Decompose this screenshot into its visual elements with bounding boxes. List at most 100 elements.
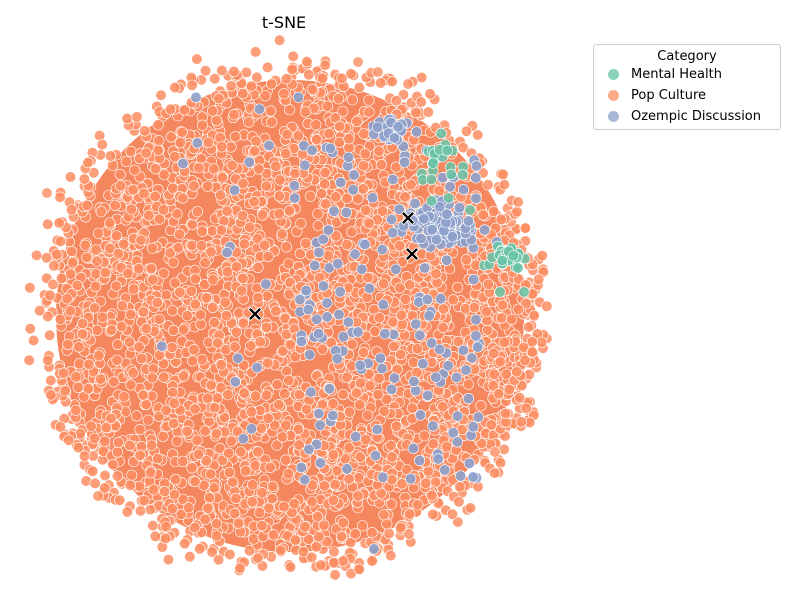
pop-culture-point xyxy=(452,281,464,294)
pop-culture-point xyxy=(311,133,323,146)
pop-culture-point xyxy=(76,328,89,340)
pop-culture-point xyxy=(118,391,130,403)
pop-culture-point xyxy=(189,521,201,534)
mental-health-point xyxy=(427,157,439,169)
pop-culture-point xyxy=(194,309,206,321)
pop-culture-point xyxy=(353,563,365,575)
pop-culture-point xyxy=(514,392,526,404)
pop-culture-point xyxy=(138,495,150,507)
pop-culture-point xyxy=(127,367,139,379)
pop-culture-point xyxy=(462,378,475,390)
pop-culture-point xyxy=(358,128,370,140)
pop-culture-point xyxy=(178,104,190,116)
pop-culture-point xyxy=(199,425,211,437)
pop-culture-point xyxy=(277,345,289,357)
pop-culture-point xyxy=(503,383,515,396)
pop-culture-point xyxy=(477,209,489,221)
pop-culture-point xyxy=(278,501,290,513)
pop-culture-point xyxy=(142,414,154,426)
pop-culture-point xyxy=(251,233,264,245)
pop-culture-point xyxy=(390,94,403,107)
ozempic-point xyxy=(302,304,314,316)
pop-culture-point xyxy=(228,65,240,78)
ozempic-point xyxy=(317,233,329,245)
pop-culture-point xyxy=(355,377,367,389)
pop-culture-point xyxy=(238,387,250,399)
pop-culture-point xyxy=(319,167,331,179)
pop-culture-point xyxy=(293,439,305,451)
pop-culture-point xyxy=(536,250,548,262)
pop-culture-point xyxy=(219,296,231,308)
pop-culture-point xyxy=(137,389,149,401)
centroid-x-marker xyxy=(247,306,263,322)
pop-culture-point xyxy=(185,285,197,297)
pop-culture-point xyxy=(149,190,161,202)
pop-culture-point xyxy=(430,268,442,280)
pop-culture-point xyxy=(523,321,535,333)
pop-culture-point xyxy=(337,105,349,117)
ozempic-point xyxy=(414,409,427,421)
pop-culture-point xyxy=(378,509,390,521)
pop-culture-point xyxy=(263,502,275,514)
pop-culture-point xyxy=(300,237,312,249)
pop-culture-point xyxy=(327,398,339,410)
pop-culture-point xyxy=(332,93,345,105)
pop-culture-point xyxy=(65,268,77,280)
pop-culture-point xyxy=(81,199,93,211)
pop-culture-point xyxy=(189,403,201,415)
pop-culture-point xyxy=(511,206,523,218)
ozempic-point xyxy=(470,330,482,342)
pop-culture-point xyxy=(247,479,259,491)
ozempic-point xyxy=(421,293,434,306)
ozempic-point xyxy=(407,442,420,455)
pop-culture-point xyxy=(335,530,348,543)
pop-culture-point xyxy=(280,73,293,85)
pop-culture-point xyxy=(410,106,422,119)
pop-culture-point xyxy=(256,519,268,532)
pop-culture-point xyxy=(288,498,300,510)
pop-culture-point xyxy=(271,379,283,391)
pop-culture-point xyxy=(128,283,140,295)
scatter-points xyxy=(23,34,553,581)
ozempic-point xyxy=(229,184,241,196)
pop-culture-point xyxy=(390,161,402,173)
pop-culture-point xyxy=(27,334,40,347)
mental-health-point xyxy=(496,254,508,267)
ozempic-point xyxy=(260,278,272,290)
pop-culture-point xyxy=(124,336,136,348)
pop-culture-point xyxy=(149,530,161,542)
legend-label: Ozempic Discussion xyxy=(631,109,761,124)
ozempic-point xyxy=(446,231,459,243)
pop-culture-point xyxy=(206,546,218,558)
pop-culture-point xyxy=(252,446,264,458)
mental-health-point xyxy=(425,173,437,186)
pop-culture-point xyxy=(245,80,257,92)
ozempic-point xyxy=(451,436,464,448)
ozempic-point xyxy=(305,386,317,398)
ozempic-point xyxy=(419,262,431,274)
pop-culture-point xyxy=(135,234,147,246)
pop-culture-point xyxy=(313,531,325,543)
pop-culture-point xyxy=(485,419,498,431)
ozempic-point xyxy=(390,263,402,275)
pop-culture-point xyxy=(262,250,274,263)
pop-culture-point xyxy=(262,61,274,74)
pop-culture-point xyxy=(121,506,133,518)
pop-culture-point xyxy=(319,59,331,71)
pop-culture-point xyxy=(43,329,56,341)
ozempic-point xyxy=(253,103,266,115)
ozempic-point xyxy=(392,121,404,133)
chart-title: t-SNE xyxy=(261,13,307,32)
ozempic-point xyxy=(430,371,442,383)
pop-culture-point xyxy=(265,105,277,117)
ozempic-point xyxy=(299,474,311,486)
pop-culture-point xyxy=(500,368,512,380)
ozempic-point xyxy=(414,455,426,467)
pop-culture-point xyxy=(44,289,56,301)
pop-culture-point xyxy=(203,492,216,504)
pop-culture-point xyxy=(362,272,374,284)
pop-culture-point xyxy=(343,133,355,145)
pop-culture-point xyxy=(406,402,418,414)
pop-culture-point xyxy=(23,354,35,366)
pop-culture-point xyxy=(205,468,217,480)
